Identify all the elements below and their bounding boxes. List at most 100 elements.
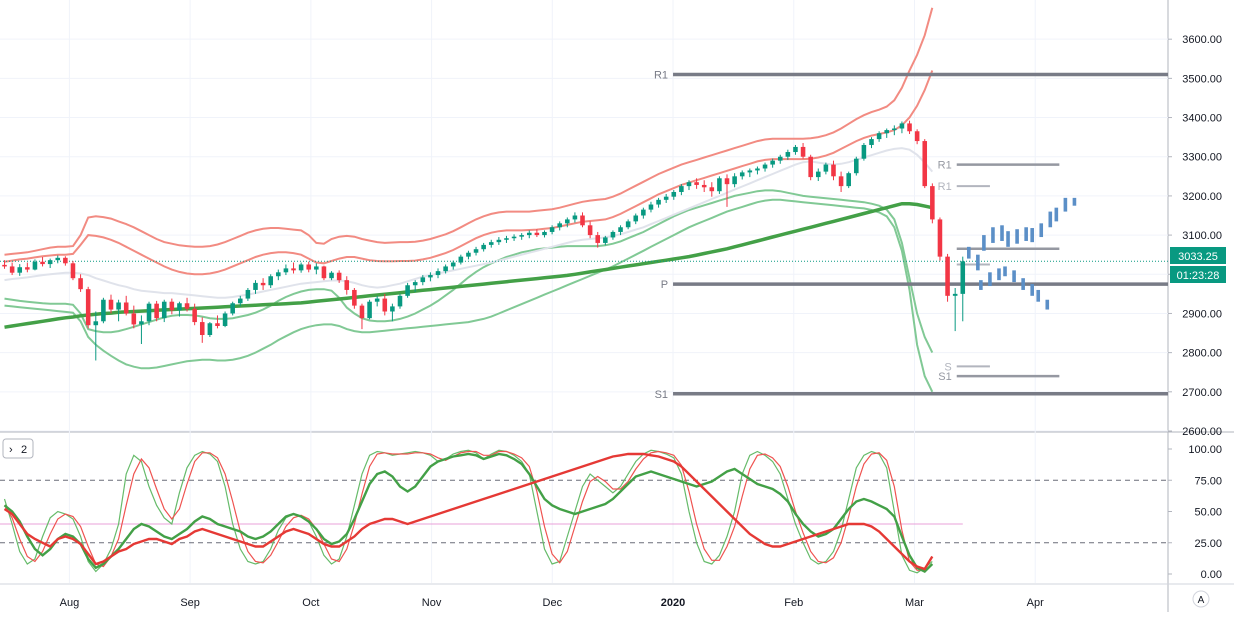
candle	[192, 303, 197, 326]
candle	[488, 239, 494, 248]
candle	[405, 282, 410, 298]
candle	[443, 264, 448, 274]
countdown-label: 01:23:28	[1177, 270, 1220, 282]
candle	[549, 225, 555, 235]
price-axis-label: 2800.00	[1182, 348, 1222, 360]
candle	[215, 315, 220, 329]
candle	[808, 154, 813, 181]
candle	[686, 180, 692, 191]
candle	[800, 143, 806, 159]
candle	[139, 315, 144, 345]
candle	[25, 262, 30, 273]
candle	[352, 287, 357, 309]
time-axis-label: Apr	[1027, 597, 1044, 609]
candle	[854, 156, 859, 176]
candle	[732, 173, 737, 188]
lower-band-inner	[4, 189, 934, 354]
projection-bar	[1000, 225, 1004, 241]
price-axis-label: 2900.00	[1182, 308, 1222, 320]
candle	[838, 171, 844, 192]
candle	[131, 305, 137, 329]
projection-bar	[988, 272, 992, 287]
candle	[534, 229, 540, 238]
candle	[458, 254, 464, 265]
candle	[861, 143, 867, 161]
candle	[739, 170, 745, 180]
candle	[777, 154, 783, 164]
projection-bar	[1021, 278, 1025, 290]
candle	[397, 293, 403, 309]
candle	[336, 270, 342, 283]
price-axis-label: 3300.00	[1182, 152, 1222, 164]
oscillator-axis-label: 75.00	[1194, 475, 1222, 487]
candle	[466, 250, 471, 260]
projection-bar	[997, 268, 1001, 281]
candle	[146, 301, 152, 326]
candle	[17, 264, 23, 276]
candle	[496, 237, 502, 245]
projection-bar	[1045, 299, 1050, 310]
candle	[952, 287, 958, 332]
auto-scale-button[interactable]: A	[1192, 590, 1210, 608]
candle	[846, 171, 851, 189]
candle	[701, 180, 707, 192]
time-axis-label: Aug	[60, 597, 80, 609]
time-axis-label: Sep	[180, 597, 200, 609]
pivot-label: P	[661, 279, 668, 291]
candle	[169, 298, 175, 315]
candle	[276, 269, 281, 281]
candle	[869, 137, 874, 149]
projection-bar	[1015, 229, 1019, 244]
price-axis-label: 2700.00	[1182, 387, 1222, 399]
projection-bar	[1024, 227, 1028, 241]
stochastic-d-line	[3, 450, 933, 571]
candle	[382, 293, 388, 316]
lower-band-outer	[4, 198, 934, 393]
countdown-badge: 01:23:28	[1170, 266, 1226, 283]
candle	[412, 280, 418, 292]
candle	[618, 225, 623, 236]
candle	[367, 299, 372, 320]
projection-bar	[1063, 197, 1068, 212]
indicator-bands-layer	[4, 7, 934, 393]
candle	[724, 174, 730, 207]
candle	[663, 193, 669, 203]
candle	[876, 131, 882, 142]
candle	[85, 286, 91, 329]
candle	[314, 263, 319, 275]
candle	[785, 149, 791, 160]
candle	[78, 274, 83, 292]
candle	[960, 256, 966, 322]
candle	[922, 139, 928, 189]
projection-bar	[991, 227, 995, 243]
price-axis-label: 3200.00	[1182, 191, 1222, 203]
candle	[610, 230, 616, 240]
candle	[154, 300, 159, 322]
projection-bar	[982, 235, 986, 251]
projection-bar	[1054, 207, 1059, 222]
candle	[945, 253, 950, 302]
candle	[116, 299, 121, 322]
candle	[937, 217, 943, 261]
moving-average-light	[4, 147, 934, 299]
upper-band-inner	[4, 70, 934, 276]
time-axis-label: Feb	[784, 597, 803, 609]
candle	[572, 212, 578, 223]
candle	[329, 271, 334, 281]
stochastic-rsi-k-line	[3, 452, 934, 573]
pivot-label: S1	[938, 371, 951, 383]
candle	[565, 217, 570, 228]
candle	[793, 144, 798, 155]
indicator-legend-toggle[interactable]: › 2	[2, 438, 34, 459]
moving-average-long	[4, 201, 933, 329]
time-axis-label: Mar	[905, 597, 924, 609]
candle	[40, 257, 45, 267]
candle	[717, 176, 722, 194]
candle	[892, 125, 897, 136]
candle	[815, 168, 821, 182]
time-axis-label: Dec	[543, 597, 563, 609]
